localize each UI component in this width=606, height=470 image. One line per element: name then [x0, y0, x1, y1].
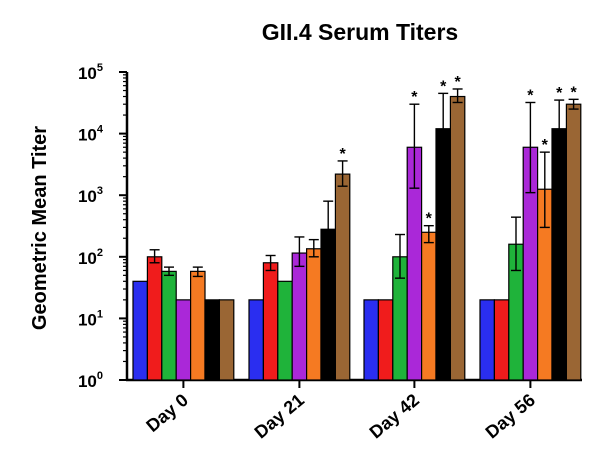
significance-star: * [339, 146, 346, 163]
bar [132, 280, 148, 381]
x-tick-label: Day 56 [482, 390, 539, 443]
y-tick-label: 101 [78, 308, 103, 329]
significance-star: * [527, 87, 534, 104]
y-tick-base: 10 [78, 372, 97, 391]
bar [421, 231, 437, 381]
y-tick-exponent: 3 [97, 185, 103, 197]
bar [190, 270, 206, 381]
y-tick-base: 10 [78, 64, 97, 83]
y-tick-exponent: 5 [97, 62, 103, 74]
bar [291, 252, 308, 381]
bar [277, 280, 293, 381]
bar [204, 299, 220, 381]
bar [551, 128, 567, 381]
bar [377, 299, 394, 381]
x-tick-label: Day 21 [251, 390, 308, 443]
bar [161, 270, 177, 381]
bar [565, 103, 582, 381]
y-tick-exponent: 2 [97, 247, 103, 259]
significance-star: * [556, 85, 563, 102]
bar [175, 299, 192, 381]
y-tick-label: 103 [78, 185, 103, 206]
y-tick-label: 102 [78, 247, 103, 268]
significance-star: * [454, 74, 461, 91]
significance-star: * [542, 137, 549, 154]
significance-star: * [440, 78, 447, 95]
significance-star: * [426, 211, 433, 228]
y-tick-base: 10 [78, 126, 97, 145]
bar [334, 173, 351, 381]
bar [248, 299, 264, 381]
y-tick-base: 10 [78, 310, 97, 329]
y-tick-label: 105 [78, 62, 103, 83]
x-ticks-group: Day 0 Day 21 Day 42 Day 56 [142, 380, 539, 442]
y-tick-base: 10 [78, 249, 97, 268]
bar [363, 299, 379, 381]
significance-star: * [411, 89, 418, 106]
chart-title: GII.4 Serum Titers [262, 19, 458, 45]
x-tick-label: Day 0 [142, 390, 192, 436]
bar [262, 262, 279, 381]
bar [493, 299, 510, 381]
x-tick-label: Day 42 [366, 390, 423, 443]
bar [306, 248, 322, 381]
y-tick-label: 100 [78, 370, 103, 391]
y-tick-label: 104 [78, 124, 104, 145]
y-tick-base: 10 [78, 187, 97, 206]
y-tick-exponent: 4 [97, 124, 104, 136]
bar [479, 299, 495, 381]
y-axis-label: Geometric Mean Titer [29, 126, 51, 330]
bar [449, 95, 466, 381]
bars-group: * * * * * * * * * [132, 74, 582, 381]
y-tick-exponent: 0 [97, 370, 103, 382]
bar [218, 299, 235, 381]
y-tick-exponent: 1 [97, 308, 103, 320]
significance-star: * [570, 84, 577, 101]
bar [146, 256, 163, 381]
